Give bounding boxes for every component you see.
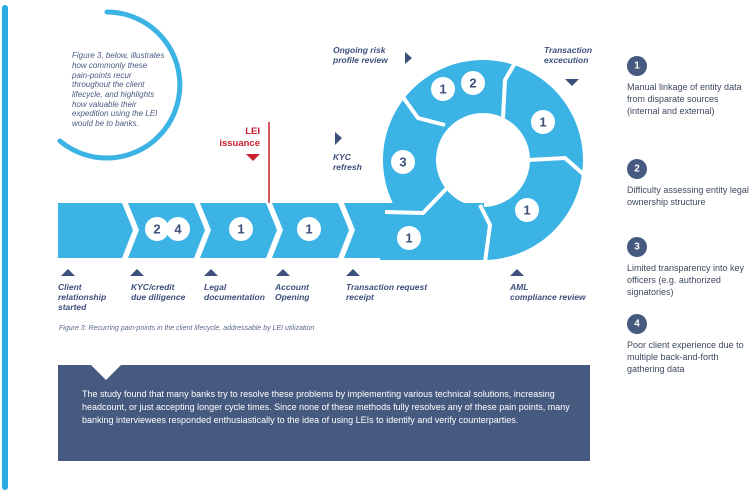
intro-arc [57, 9, 183, 161]
intro-line: expedition using the LEI [72, 109, 158, 118]
svg-text:2: 2 [634, 164, 640, 175]
badge-number: 1 [539, 115, 546, 130]
stage-chevron [58, 203, 133, 258]
svg-text:3: 3 [634, 242, 640, 253]
intro-line: throughout the client [72, 80, 145, 89]
badge-number: 1 [523, 203, 530, 218]
summary-box: The study found that many banks try to r… [58, 365, 590, 461]
side-accent-bar [2, 5, 8, 490]
triangle-up-icon [510, 269, 524, 276]
stage-markers [61, 52, 579, 276]
legend-text: Difficulty assessing entity legal owners… [627, 185, 749, 207]
legend-badges: 1 2 3 4 [627, 56, 647, 334]
svg-text:1: 1 [634, 61, 640, 72]
triangle-up-icon [204, 269, 218, 276]
stage-labels: Client relationship started KYC/credit due … [58, 45, 592, 312]
intro-line: how valuable their [72, 100, 137, 109]
badge-number: 1 [305, 222, 312, 237]
badge-number: 1 [439, 82, 446, 97]
figure-caption: Figure 3: Recurring pain-points in the c… [59, 325, 315, 332]
intro-line: pain-points recur [71, 71, 132, 80]
badge-number: 3 [399, 155, 406, 170]
triangle-down-icon [565, 79, 579, 86]
box-notch [91, 365, 121, 380]
triangle-up-icon [130, 269, 144, 276]
intro-line: would be to banks. [72, 119, 139, 128]
lei-triangle-down-icon [246, 154, 260, 161]
svg-text:4: 4 [634, 319, 640, 330]
pain-point-badges: 2 4 1 1 1 1 2 1 3 1 [145, 71, 555, 250]
legend-text: Limited transparency into key officers (… [627, 263, 745, 297]
legend-text: Poor client experience due to multiple b… [627, 340, 744, 374]
intro-text: Figure 3, below, illustrates how commonl… [71, 51, 165, 128]
badge-number: 1 [237, 222, 244, 237]
triangle-up-icon [346, 269, 360, 276]
ring-separators [384, 61, 592, 263]
triangle-up-icon [276, 269, 290, 276]
intro-line: lifecycle, and highlights [72, 90, 154, 99]
triangle-right-icon [405, 52, 412, 64]
badge-number: 2 [153, 222, 160, 237]
badge-number: 4 [174, 222, 182, 237]
summary-text: The study found that many banks try to r… [82, 389, 570, 425]
legend-text: Manual linkage of entity data from dispa… [627, 82, 742, 116]
triangle-right-icon [335, 132, 342, 145]
badge-number: 1 [405, 231, 412, 246]
badge-number: 2 [469, 76, 476, 91]
triangle-up-icon [61, 269, 75, 276]
intro-line: Figure 3, below, illustrates [72, 51, 165, 60]
intro-line: how commonly these [72, 61, 148, 70]
stage-chevron [344, 203, 483, 260]
